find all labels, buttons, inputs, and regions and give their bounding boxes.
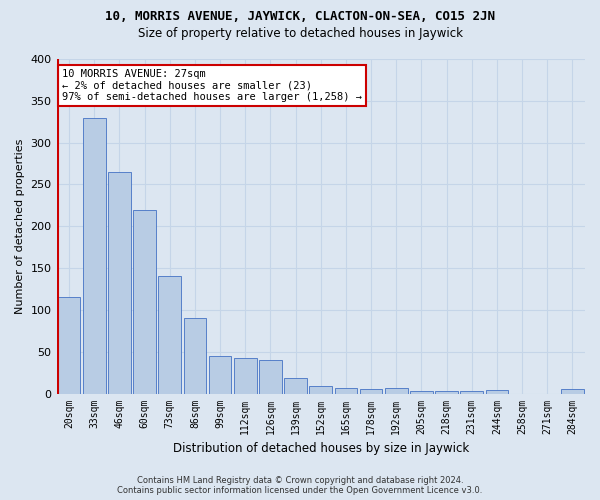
Bar	[83, 118, 106, 394]
Bar	[485, 390, 508, 394]
Bar	[158, 276, 181, 394]
Bar	[310, 386, 332, 394]
Text: 10, MORRIS AVENUE, JAYWICK, CLACTON-ON-SEA, CO15 2JN: 10, MORRIS AVENUE, JAYWICK, CLACTON-ON-S…	[105, 10, 495, 23]
Bar	[259, 360, 282, 394]
Bar	[184, 318, 206, 394]
Bar	[561, 390, 584, 394]
Bar	[460, 391, 483, 394]
Bar	[58, 298, 80, 394]
Text: 10 MORRIS AVENUE: 27sqm
← 2% of detached houses are smaller (23)
97% of semi-det: 10 MORRIS AVENUE: 27sqm ← 2% of detached…	[62, 69, 362, 102]
Bar	[108, 172, 131, 394]
Bar	[284, 378, 307, 394]
Bar	[209, 356, 232, 394]
Bar	[133, 210, 156, 394]
Bar	[234, 358, 257, 394]
Bar	[360, 388, 382, 394]
Bar	[435, 391, 458, 394]
Text: Size of property relative to detached houses in Jaywick: Size of property relative to detached ho…	[137, 28, 463, 40]
Bar	[410, 391, 433, 394]
Text: Contains HM Land Registry data © Crown copyright and database right 2024.
Contai: Contains HM Land Registry data © Crown c…	[118, 476, 482, 495]
Y-axis label: Number of detached properties: Number of detached properties	[15, 138, 25, 314]
Bar	[335, 388, 357, 394]
Bar	[385, 388, 407, 394]
X-axis label: Distribution of detached houses by size in Jaywick: Distribution of detached houses by size …	[173, 442, 469, 455]
